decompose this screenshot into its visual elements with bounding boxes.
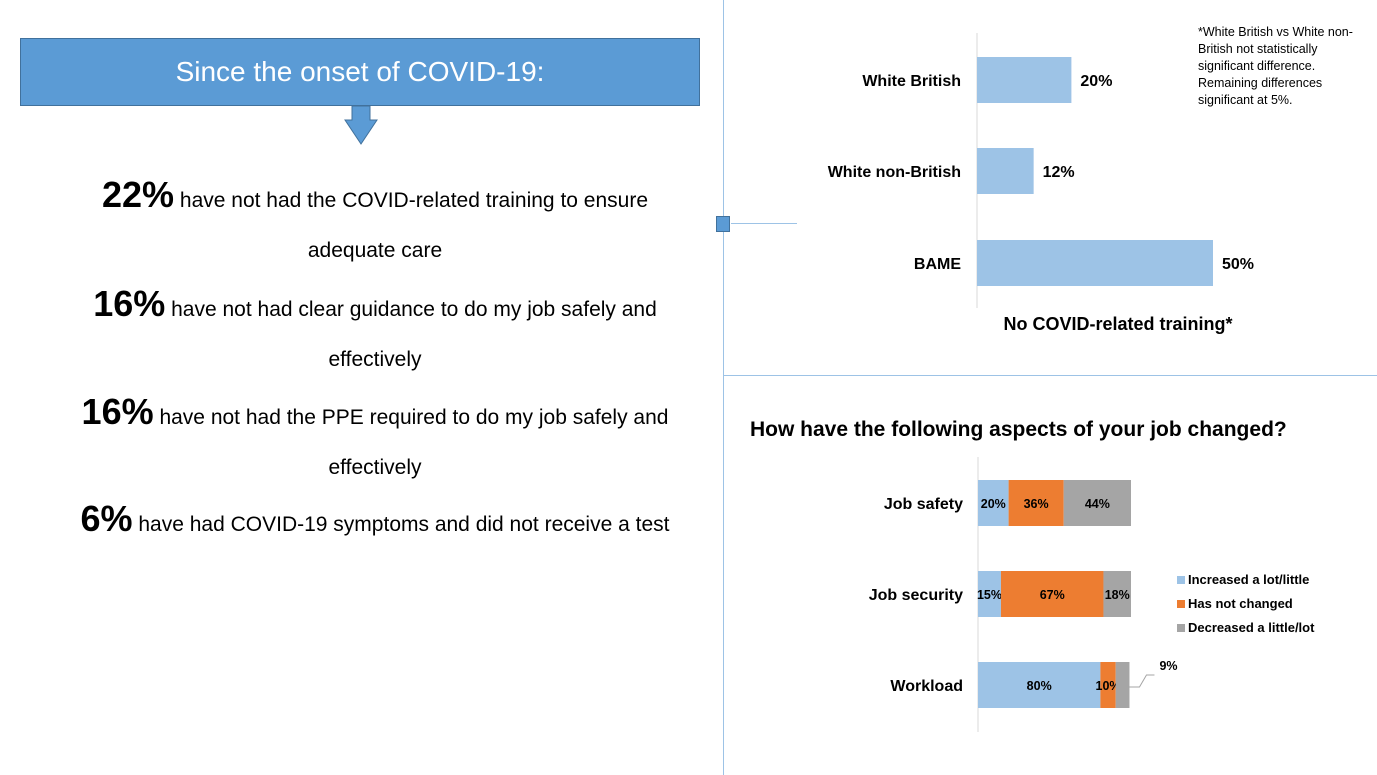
legend-label: Increased a lot/little [1188, 572, 1309, 587]
data-label: 12% [1043, 164, 1075, 181]
bar-segment [1063, 480, 1131, 526]
data-label: 20% [981, 497, 1006, 511]
banner-title: Since the onset of COVID-19: [175, 56, 545, 87]
legend-label: Decreased a little/lot [1188, 620, 1315, 635]
stat-text: have not had the PPE required to do my j… [159, 406, 669, 429]
bar-segment [1100, 662, 1116, 708]
stat-text: have not had clear guidance to do my job… [171, 298, 657, 321]
footnote: *White British vs White non-British not … [1198, 25, 1353, 107]
legend-swatch [1177, 600, 1185, 608]
bar-segment [1000, 571, 1104, 617]
connector-line [731, 223, 797, 224]
data-label: 67% [1040, 588, 1065, 602]
leader-line [1127, 674, 1155, 688]
stat-symptoms: 6% have had COVID-19 symptoms and did no… [30, 494, 720, 550]
stat-value: 22% [101, 174, 175, 215]
stat-value: 16% [93, 283, 166, 324]
data-label: 15% [977, 588, 1002, 602]
data-label: 50% [1222, 256, 1254, 273]
stat-ppe: 16% have not had the PPE required to do … [30, 387, 720, 493]
data-label: 10% [1096, 679, 1121, 693]
category-label: White non-British [828, 164, 961, 181]
stat-text-cont: adequate care [307, 239, 443, 262]
banner: Since the onset of COVID-19: [20, 38, 700, 106]
stat-text-cont: effectively [328, 348, 422, 371]
category-label: Job security [869, 587, 963, 604]
vertical-divider [723, 0, 724, 775]
bar [977, 57, 1072, 103]
legend-swatch [1177, 576, 1185, 584]
stat-text-cont: effectively [328, 456, 422, 479]
legend-swatch [1177, 624, 1185, 632]
bar-segment [1008, 480, 1064, 526]
data-label: 18% [1105, 588, 1130, 602]
chart-title: No COVID-related training* [1003, 314, 1232, 334]
data-label: 36% [1024, 497, 1049, 511]
category-label: White British [862, 73, 961, 90]
stat-text: have had COVID-19 symptoms and did not r… [138, 513, 670, 536]
job-change-chart: How have the following aspects of your j… [750, 418, 1315, 732]
selection-handle[interactable] [716, 216, 730, 232]
chart-title: How have the following aspects of your j… [750, 418, 1287, 441]
bar [977, 240, 1213, 286]
data-label: 80% [1027, 679, 1052, 693]
category-label: BAME [914, 256, 961, 273]
training-chart: White British 20% White non-British 12% BAME… [828, 33, 1254, 334]
data-label: 9% [1159, 659, 1177, 673]
data-label: 44% [1085, 497, 1110, 511]
horizontal-divider [723, 375, 1377, 376]
stat-text: have not had the COVID-related training … [179, 189, 649, 212]
bar-segment [978, 480, 1009, 526]
stat-value: 6% [80, 498, 133, 539]
stat-training: 22% have not had the COVID-related train… [30, 170, 720, 276]
stat-guidance: 16% have not had clear guidance to do my… [30, 279, 720, 385]
stat-value: 16% [81, 391, 154, 432]
bar-segment [1103, 571, 1131, 617]
bar-segment [978, 662, 1101, 708]
data-label: 20% [1080, 73, 1112, 90]
category-label: Workload [890, 678, 963, 695]
legend-label: Has not changed [1188, 596, 1293, 611]
category-label: Job safety [884, 496, 963, 513]
arrow-down-icon [344, 106, 378, 145]
bar-segment [1115, 662, 1130, 708]
bar-segment [978, 571, 1001, 617]
bar [977, 148, 1034, 194]
